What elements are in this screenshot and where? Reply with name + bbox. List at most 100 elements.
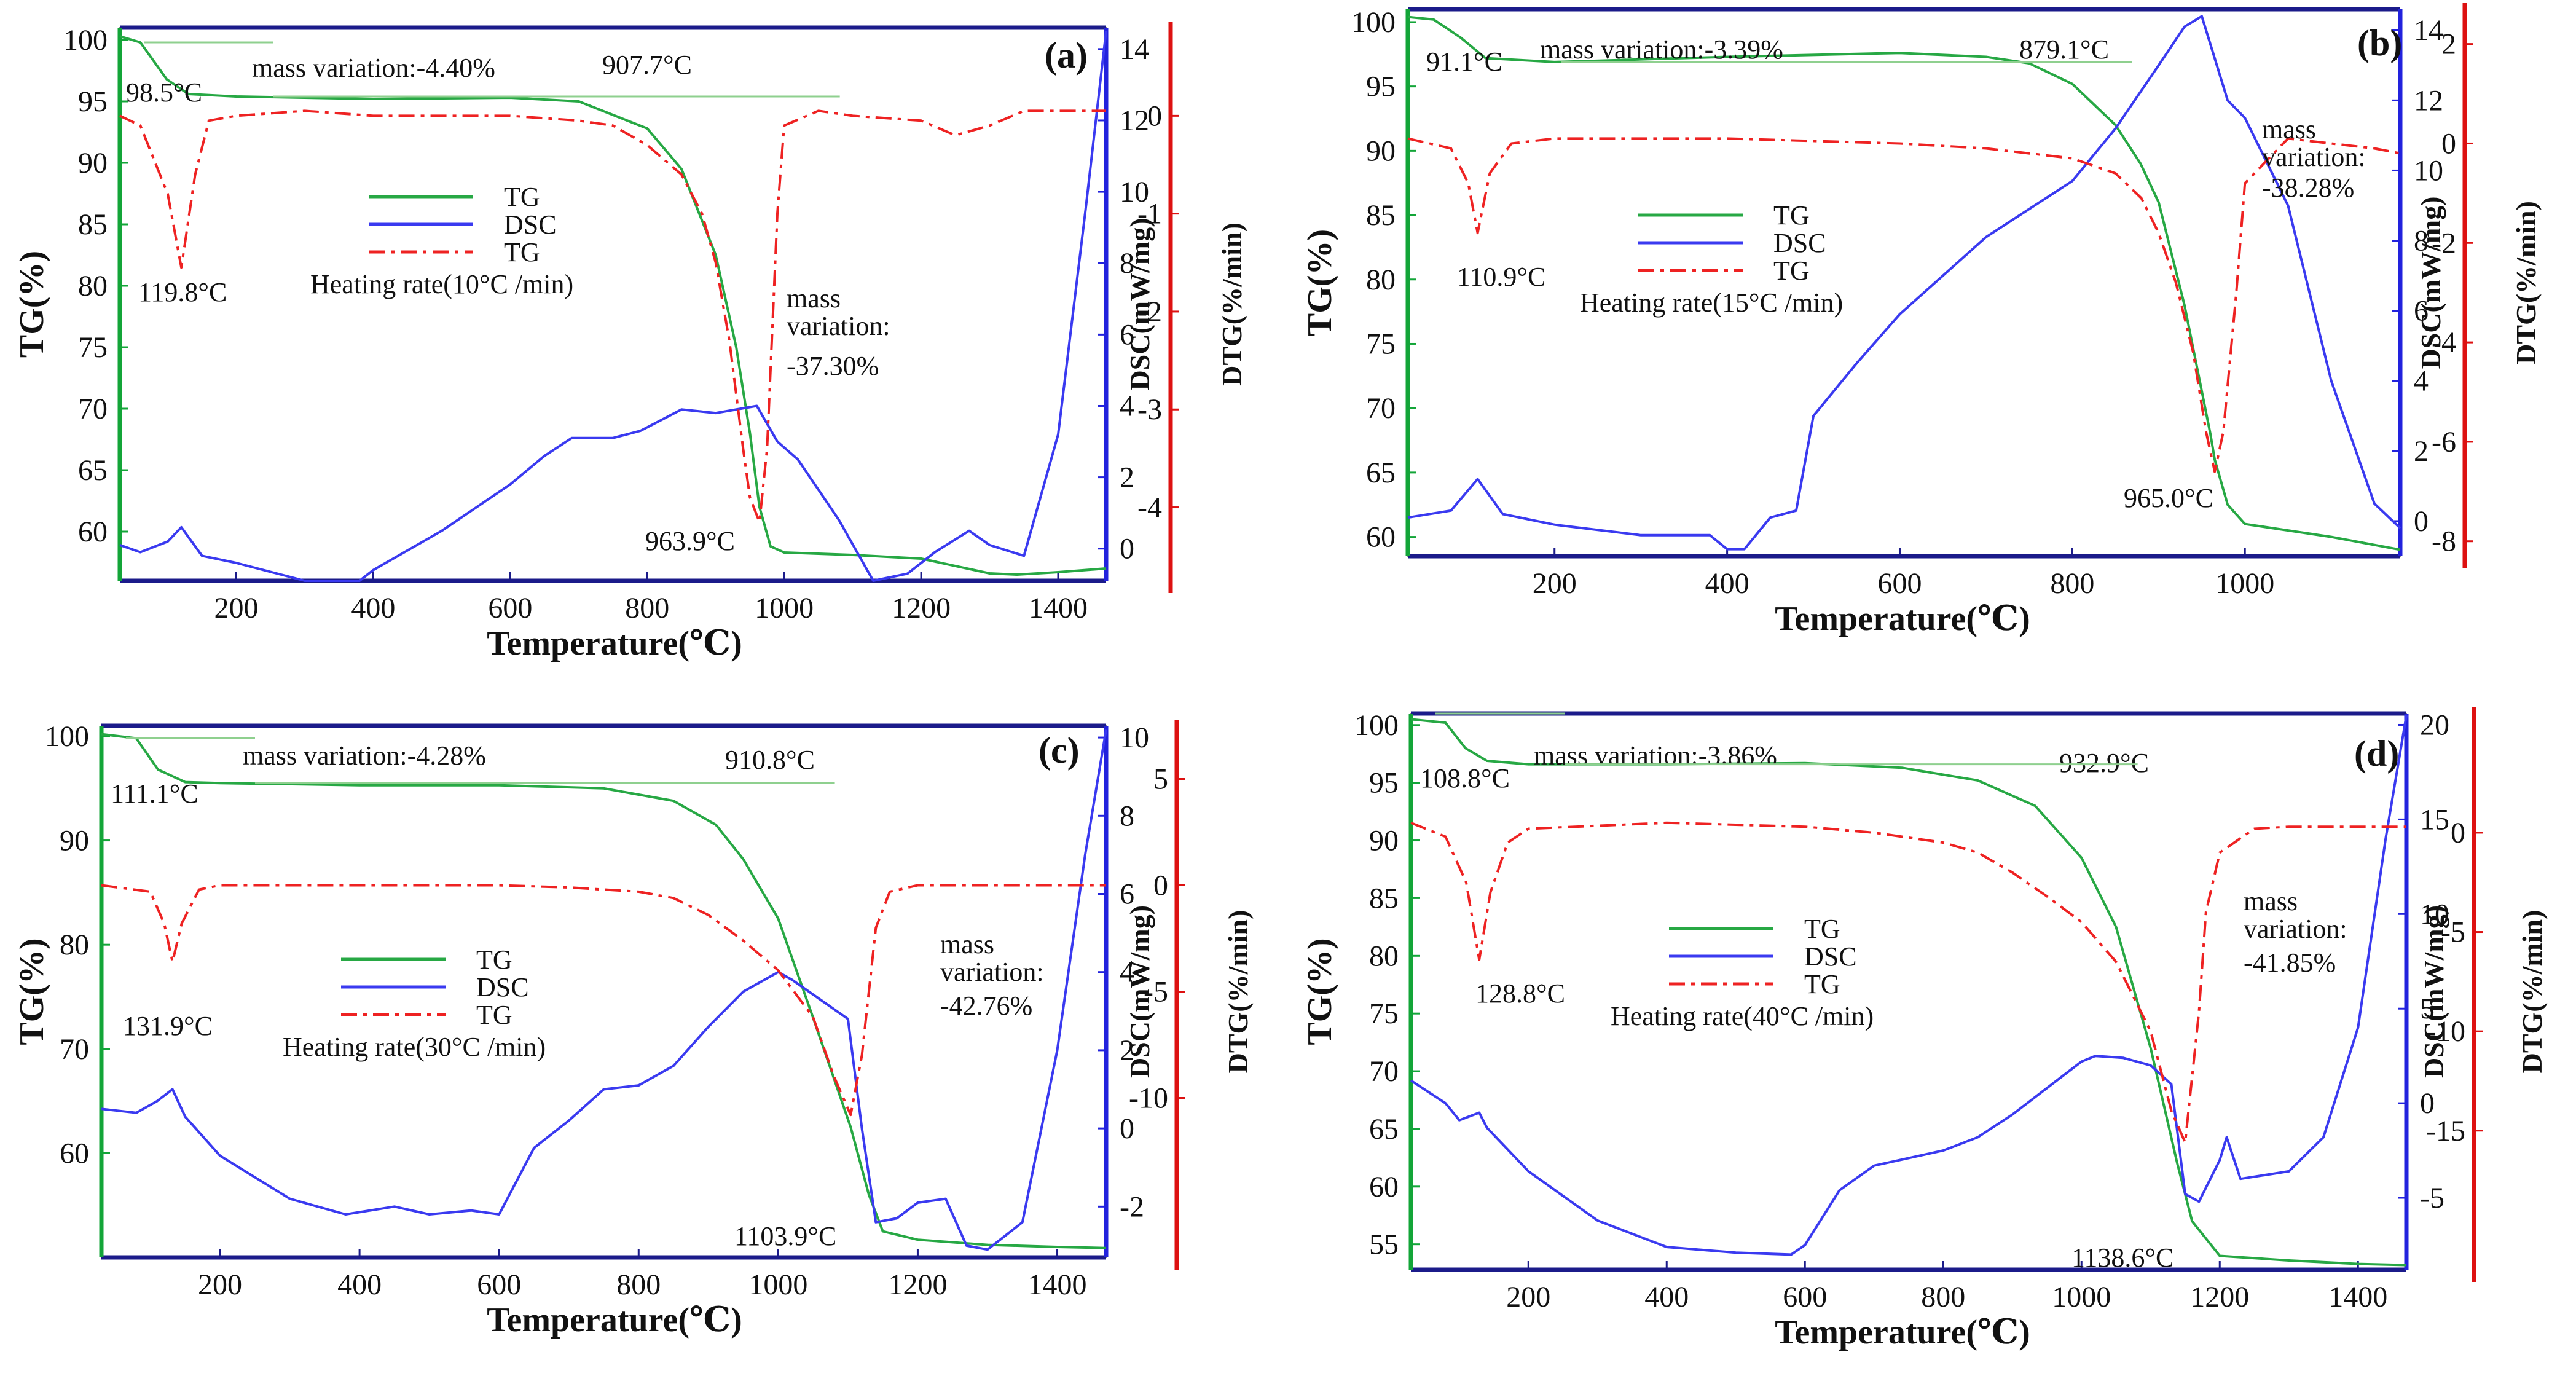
- annotation-label: 110.9°C: [1457, 262, 1545, 292]
- x-tick-label: 400: [351, 592, 395, 624]
- annotation-label: 108.8°C: [1420, 763, 1510, 793]
- dsc-tick-label: 14: [2414, 14, 2443, 47]
- x-tick-label: 800: [625, 592, 669, 624]
- tg-tick-label: 55: [1369, 1229, 1399, 1261]
- dsc-tick-label: 6: [1120, 878, 1134, 910]
- tg-tick-label: 75: [78, 331, 108, 364]
- annotation-label: variation:: [787, 311, 890, 341]
- tg-tick-label: 80: [60, 929, 89, 961]
- x-axis-label: Temperature(℃): [1775, 600, 2030, 638]
- tg-tick-label: 65: [1366, 457, 1396, 489]
- tg-tick-label: 100: [63, 24, 108, 57]
- annotation-label: -38.28%: [2262, 173, 2354, 203]
- x-tick-label: 1200: [888, 1268, 947, 1301]
- annotation-label: mass variation:-4.28%: [243, 741, 486, 771]
- legend-label: TG: [1804, 969, 1840, 999]
- dtg-tick-label: 2: [2441, 28, 2456, 61]
- x-tick-label: 400: [1644, 1281, 1689, 1313]
- chart-panel-c: 200 400 600 800 1000 1200 140060708090100-2024…: [13, 720, 1254, 1339]
- tg-tick-label: 60: [78, 516, 108, 548]
- dsc-tick-label: 12: [2414, 84, 2443, 117]
- annotation-label: 879.1°C: [2019, 34, 2109, 65]
- dsc-curve: [1407, 15, 2401, 551]
- annotation-label: 965.0°C: [2124, 483, 2213, 513]
- dsc-tick-label: 2: [1120, 462, 1134, 494]
- dsc-axis-label: DSC(mW/mg): [1124, 905, 1155, 1078]
- x-tick-label: 1200: [2190, 1281, 2249, 1313]
- dsc-tick-label: 12: [1120, 104, 1149, 137]
- tg-tick-label: 85: [1369, 882, 1399, 914]
- dsc-tick-label: 0: [2414, 505, 2429, 538]
- x-axis-label: Temperature(℃): [487, 624, 742, 663]
- annotation-label: mass variation:-3.86%: [1534, 741, 1777, 771]
- tg-tick-label: 70: [60, 1033, 89, 1066]
- x-axis-label: Temperature(℃): [487, 1301, 742, 1339]
- dsc-axis-label: DSC(mW/mg): [1124, 218, 1155, 390]
- tg-tick-label: 90: [1366, 135, 1396, 167]
- x-tick-label: 1000: [748, 1268, 807, 1301]
- dtg-tick-label: 0: [2441, 127, 2456, 160]
- dtg-tick-label: -10: [1129, 1082, 1168, 1115]
- annotation-label: mass variation:-3.39%: [1540, 34, 1783, 65]
- x-tick-label: 800: [616, 1268, 661, 1301]
- dsc-tick-label: 4: [1120, 956, 1134, 989]
- tg-tick-label: 90: [78, 147, 108, 179]
- tg-tick-label: 90: [60, 825, 89, 857]
- dtg-tick-label: 0: [2451, 817, 2465, 849]
- tg-tick-label: 85: [1366, 199, 1396, 232]
- annotation-label: -37.30%: [787, 351, 879, 381]
- tg-tick-label: 95: [1369, 767, 1399, 800]
- chart-panel-a: 200 400 600 800 1000 1200 14006065707580859095…: [13, 22, 1247, 663]
- x-tick-label: 200: [198, 1268, 242, 1301]
- dsc-tick-label: 6: [1120, 318, 1134, 351]
- legend-label: TG: [1773, 256, 1810, 286]
- tg-tick-label: 100: [1354, 709, 1399, 742]
- annotation-label: mass: [2262, 114, 2316, 144]
- dtg-curve: [119, 109, 1106, 524]
- x-tick-label: 600: [477, 1268, 521, 1301]
- tg-tick-label: 60: [60, 1137, 89, 1170]
- annotation-label: mass: [940, 929, 994, 959]
- dsc-tick-label: 8: [2414, 225, 2429, 258]
- x-tick-label: 1200: [892, 592, 951, 624]
- tg-axis-label: TG(%): [1301, 938, 1339, 1045]
- tg-tick-label: 95: [1366, 71, 1396, 103]
- x-tick-label: 600: [488, 592, 532, 624]
- dsc-tick-label: 2: [2414, 435, 2429, 468]
- x-tick-label: 1400: [2328, 1281, 2387, 1313]
- annotation-label: -41.85%: [2244, 948, 2336, 978]
- x-tick-label: 200: [214, 592, 258, 624]
- annotation-label: 131.9°C: [123, 1011, 213, 1041]
- tg-tick-label: 70: [1366, 392, 1396, 425]
- plot-frame: [119, 27, 1107, 581]
- x-tick-label: 200: [1533, 567, 1577, 600]
- dtg-curve: [101, 884, 1106, 1117]
- annotation-label: 119.8°C: [138, 277, 227, 307]
- dtg-tick-label: -6: [2432, 426, 2456, 458]
- tg-tick-label: 100: [1351, 6, 1396, 39]
- dtg-tick-label: -2: [2432, 227, 2456, 259]
- legend-label: DSC: [476, 972, 529, 1002]
- tg-tick-label: 65: [1369, 1113, 1399, 1146]
- tg-axis-label: TG(%): [13, 251, 51, 358]
- legend-label: TG: [504, 237, 540, 267]
- annotation-label: 907.7°C: [602, 50, 692, 80]
- dtg-tick-label: 0: [1147, 100, 1162, 132]
- dtg-axis-label: DTG(%/min): [2510, 201, 2542, 364]
- tg-tick-label: 90: [1369, 825, 1399, 857]
- x-tick-label: 200: [1506, 1281, 1550, 1313]
- x-axis-label: Temperature(℃): [1775, 1313, 2030, 1351]
- annotation-label: 932.9°C: [2059, 748, 2149, 778]
- dsc-curve: [101, 729, 1107, 1251]
- dsc-tick-label: 10: [1120, 721, 1149, 754]
- legend-label: DSC: [1804, 942, 1857, 972]
- dsc-tick-label: 10: [1120, 176, 1149, 208]
- legend-label: TG: [476, 1000, 512, 1030]
- x-tick-label: 800: [2050, 567, 2094, 600]
- dtg-tick-label: 0: [1153, 870, 1168, 902]
- annotation-label: variation:: [2262, 142, 2366, 172]
- dtg-axis-label: DTG(%/min): [1222, 910, 1254, 1074]
- tg-axis-label: TG(%): [13, 938, 51, 1045]
- dtg-tick-label: 5: [1153, 763, 1168, 796]
